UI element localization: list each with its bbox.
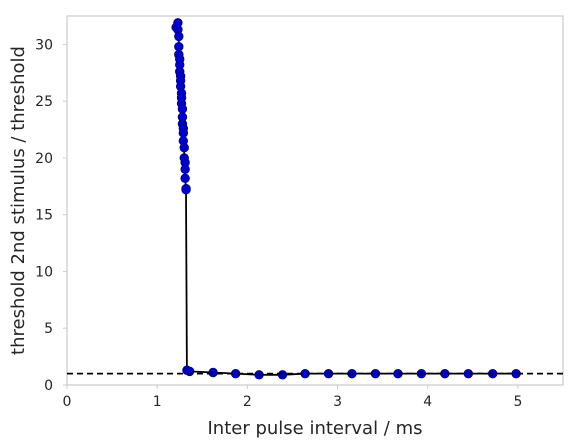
data-point: [179, 143, 189, 153]
ticks-layer: 0 1 2 3 4 5 0 5 10 15 20 25 30: [35, 37, 522, 410]
y-tick-label: 25: [35, 94, 53, 110]
data-point: [177, 104, 188, 114]
x-tick-label: 1: [153, 394, 162, 410]
y-tick-label: 20: [35, 151, 53, 167]
y-tick-label: 0: [44, 378, 53, 394]
plot-area: [66, 15, 564, 386]
x-tick-label: 0: [63, 394, 72, 410]
data-point: [178, 128, 189, 138]
y-tick-label: 5: [44, 321, 53, 337]
data-point: [174, 31, 184, 42]
data-point: [180, 164, 190, 174]
series-layer: [67, 18, 563, 380]
y-tick-label: 10: [35, 264, 53, 280]
data-point: [277, 370, 288, 380]
y-tick-label: 15: [35, 208, 53, 224]
x-axis-label: Inter pulse interval / ms: [207, 418, 422, 439]
data-point: [180, 173, 190, 184]
x-tick-label: 3: [333, 394, 342, 410]
data-point: [174, 41, 184, 52]
data-point: [208, 367, 218, 378]
y-tick-label: 30: [35, 37, 53, 53]
axes-frame: [66, 15, 564, 386]
data-point: [181, 185, 191, 195]
x-tick-label: 4: [423, 394, 432, 410]
data-point: [254, 370, 264, 380]
y-axis-label: threshold 2nd stimulus / threshold: [8, 46, 29, 355]
x-tick-label: 5: [513, 394, 522, 410]
x-tick-label: 2: [243, 394, 252, 410]
